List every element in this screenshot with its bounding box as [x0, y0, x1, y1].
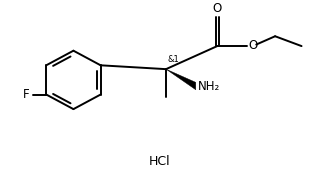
- Text: O: O: [249, 39, 258, 52]
- Text: O: O: [212, 2, 222, 15]
- Text: F: F: [23, 88, 30, 101]
- Text: HCl: HCl: [149, 155, 170, 168]
- Polygon shape: [166, 69, 196, 90]
- Text: NH₂: NH₂: [198, 79, 220, 93]
- Text: &1: &1: [167, 55, 179, 64]
